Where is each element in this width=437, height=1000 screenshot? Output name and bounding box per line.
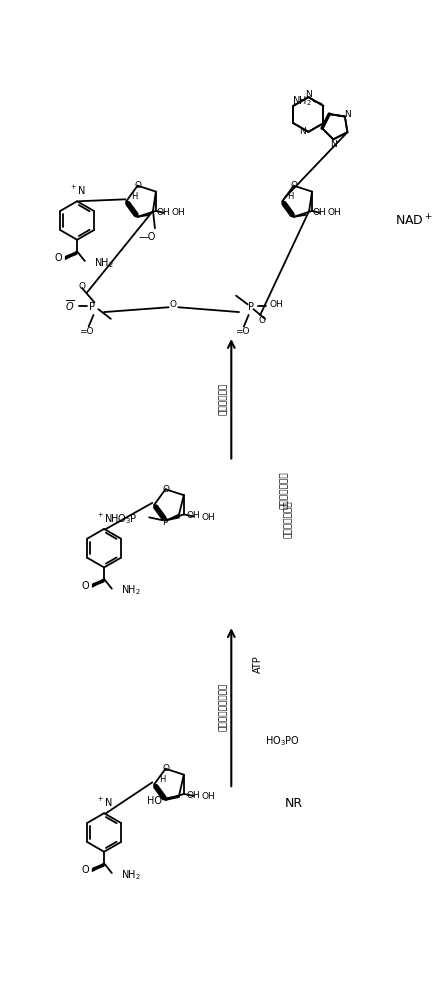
Text: N: N [299, 127, 305, 136]
Text: N: N [330, 140, 336, 149]
Text: OH: OH [313, 208, 327, 217]
Text: P: P [89, 302, 94, 312]
Text: OH: OH [270, 300, 284, 309]
Text: O: O [170, 300, 177, 309]
Text: NAD$^+$: NAD$^+$ [395, 213, 433, 228]
Text: =O: =O [80, 327, 94, 336]
Text: NH$_2$: NH$_2$ [121, 584, 141, 597]
Text: O: O [82, 581, 90, 591]
Text: OH: OH [157, 208, 170, 217]
Text: OH: OH [171, 208, 185, 217]
Text: O: O [82, 865, 90, 875]
Text: $^+$N: $^+$N [96, 512, 113, 525]
Text: 烟酰胺单核苷酸: 烟酰胺单核苷酸 [284, 500, 293, 538]
Text: O: O [290, 181, 297, 190]
Text: =O: =O [235, 327, 249, 336]
Text: $^+$N: $^+$N [96, 796, 113, 809]
Text: ATP: ATP [253, 655, 263, 673]
Text: NH$_2$: NH$_2$ [121, 868, 141, 882]
Text: O: O [78, 282, 85, 291]
Text: O: O [259, 316, 266, 325]
Text: OH: OH [187, 791, 201, 800]
Text: NR: NR [284, 797, 302, 810]
Text: OH: OH [201, 513, 215, 522]
Text: OH: OH [187, 511, 201, 520]
Text: O: O [55, 253, 62, 263]
Text: P: P [162, 518, 167, 527]
Text: OH: OH [201, 792, 215, 801]
Text: HO$_3$P: HO$_3$P [110, 512, 138, 526]
Text: O: O [162, 485, 169, 494]
Text: H: H [159, 775, 165, 784]
Text: $\overline{O}$: $\overline{O}$ [66, 298, 75, 313]
Text: O: O [162, 764, 169, 773]
Text: HO: HO [147, 796, 162, 806]
Text: H: H [287, 192, 293, 201]
Text: 烟酰胺单核苷酸: 烟酰胺单核苷酸 [280, 472, 288, 509]
Text: O: O [134, 181, 141, 190]
Text: H: H [131, 192, 137, 201]
Text: $^+$N: $^+$N [69, 184, 86, 197]
Text: 腺苷酰转移酶: 腺苷酰转移酶 [219, 383, 228, 415]
Text: NH$_2$: NH$_2$ [292, 94, 312, 108]
Text: N: N [344, 110, 351, 119]
Text: 烟酰胺核糖核苷激酶: 烟酰胺核糖核苷激酶 [219, 683, 228, 731]
Text: P: P [248, 302, 253, 312]
Text: —O: —O [139, 232, 156, 242]
Text: N: N [305, 90, 312, 99]
Text: HO$_3$PO: HO$_3$PO [265, 734, 300, 748]
Text: NH$_2$: NH$_2$ [94, 256, 114, 270]
Text: OH: OH [327, 208, 341, 217]
